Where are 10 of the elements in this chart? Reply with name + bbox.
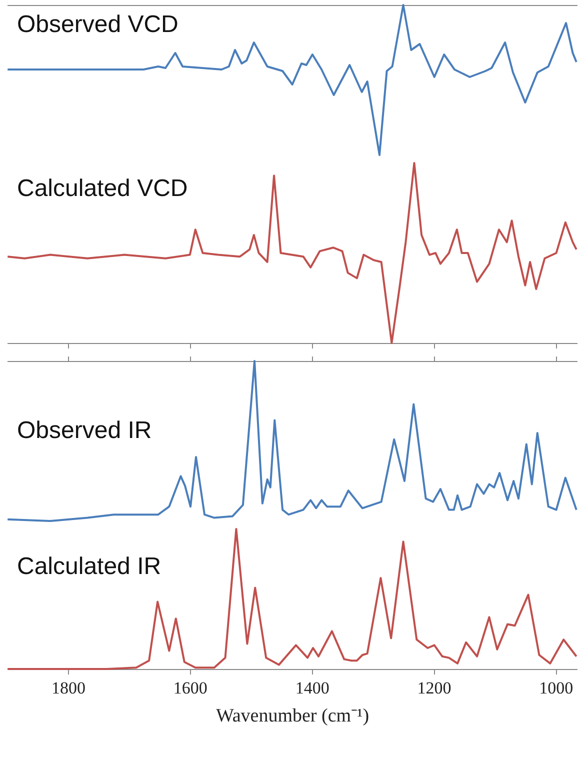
x-tick-label: 1600 bbox=[173, 678, 208, 698]
series-label: Calculated VCD bbox=[17, 175, 188, 202]
series-label: Observed IR bbox=[17, 417, 152, 444]
x-tick-label: 1400 bbox=[295, 678, 330, 698]
x-tick-label: 1000 bbox=[539, 678, 574, 698]
series-label: Observed VCD bbox=[17, 11, 178, 38]
x-tick-label: 1800 bbox=[51, 678, 86, 698]
x-tick-label: 1200 bbox=[417, 678, 452, 698]
series-label: Calculated IR bbox=[17, 553, 162, 580]
x-axis-title: Wavenumber (cm⁻¹) bbox=[216, 706, 370, 726]
